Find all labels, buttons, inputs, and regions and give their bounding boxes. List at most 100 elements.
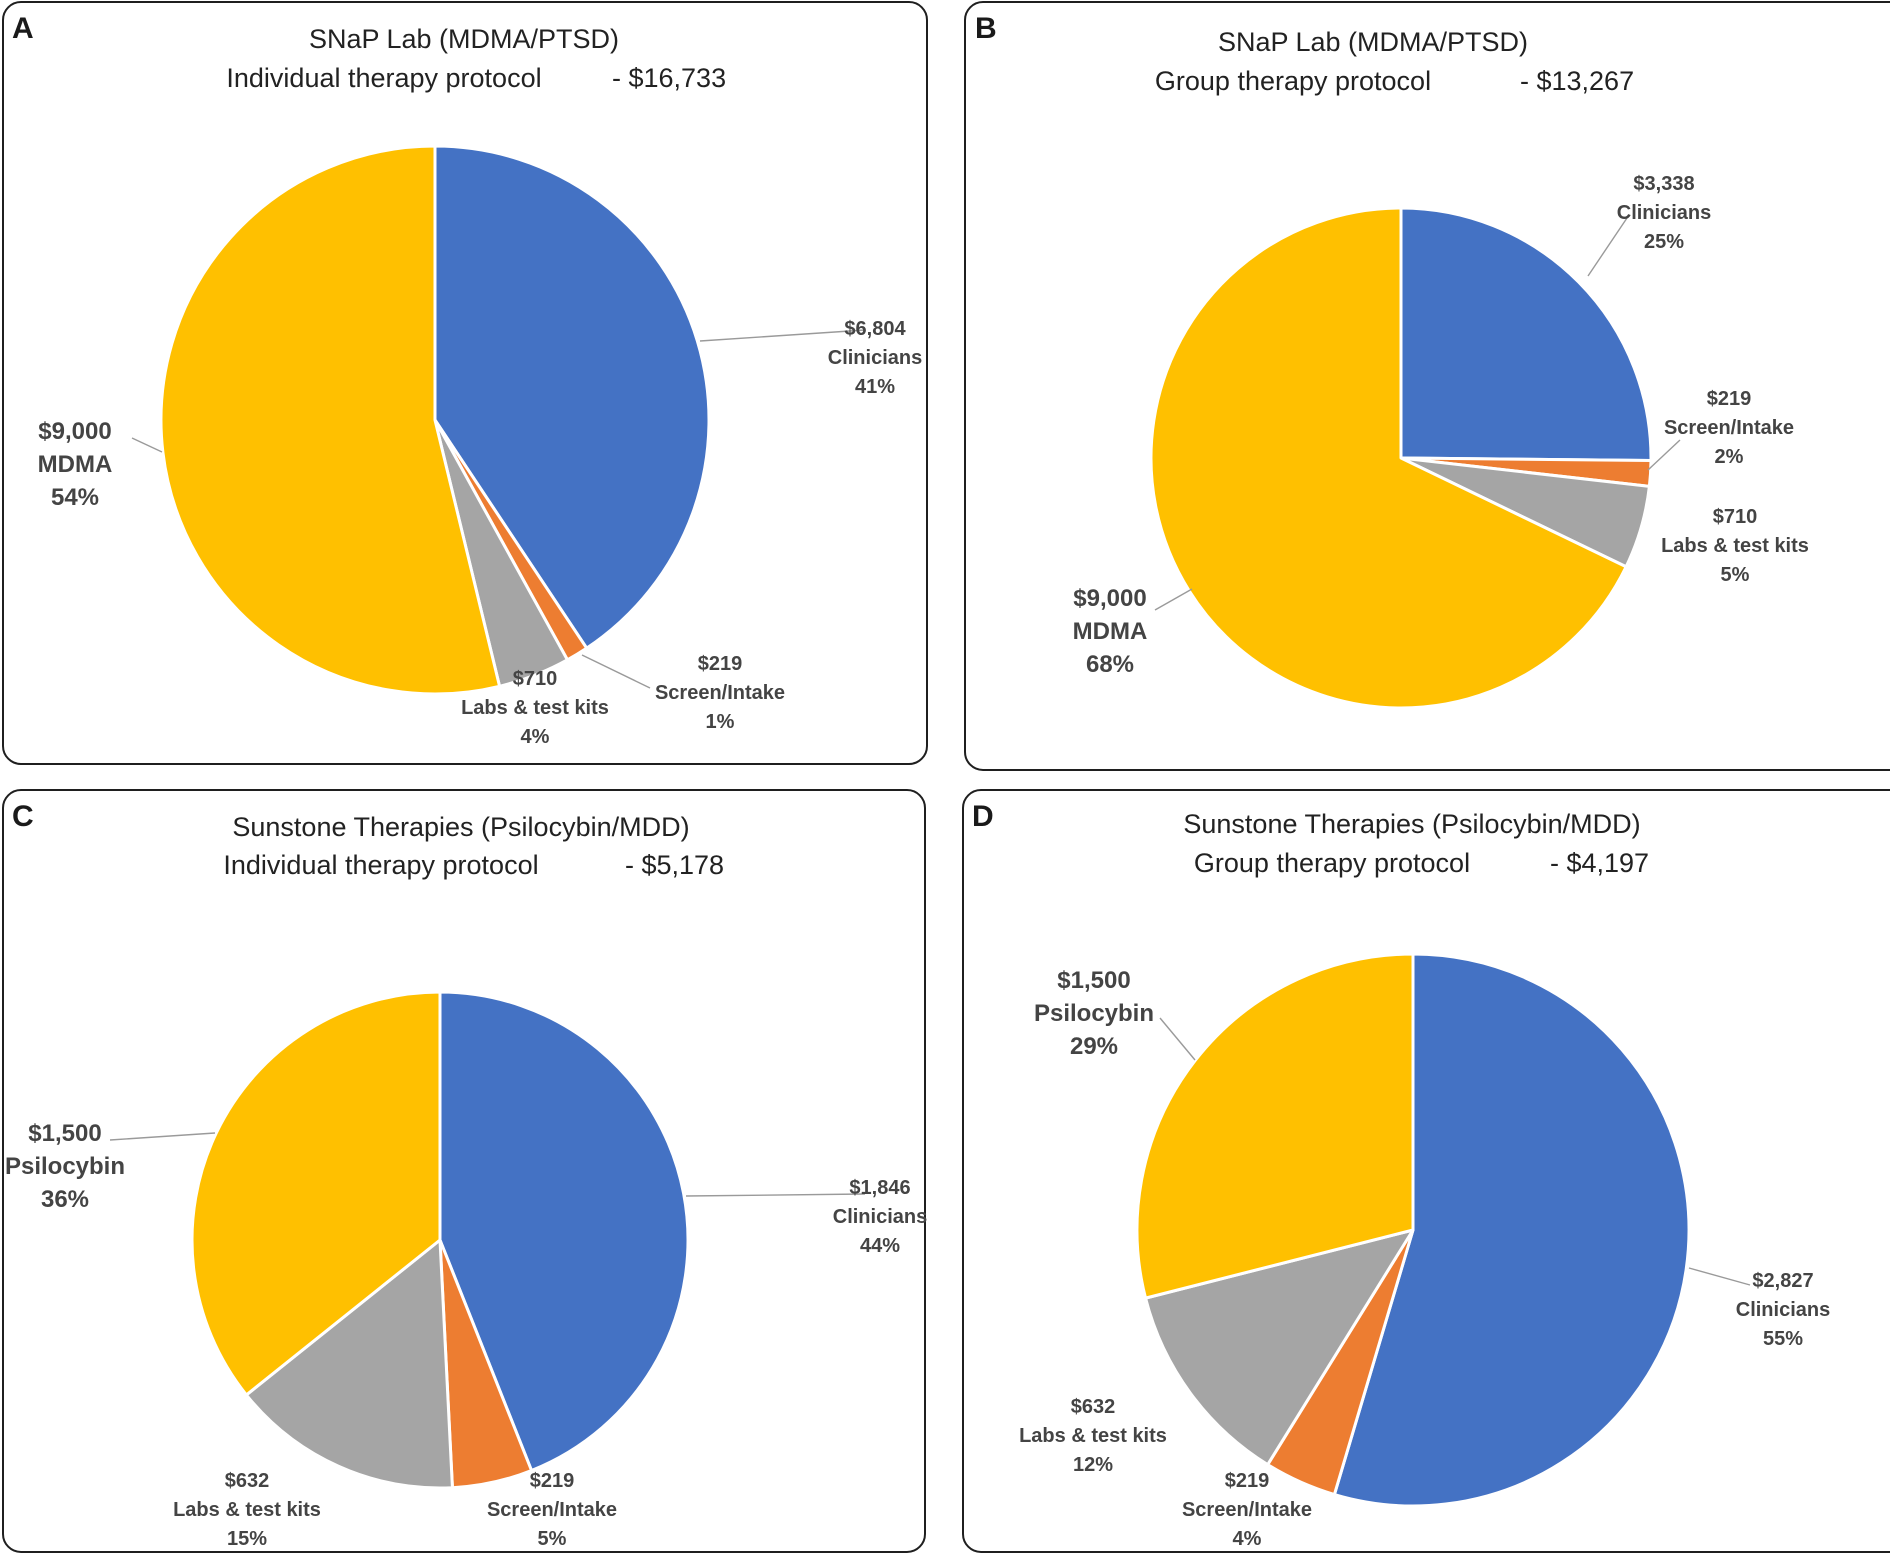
label-amount: $219 <box>530 1470 575 1492</box>
chart-title: SNaP Lab (MDMA/PTSD) <box>309 24 619 54</box>
panel-a: A SNaP Lab (MDMA/PTSD) Individual therapy … <box>2 1 928 765</box>
panel-letter: D <box>972 800 994 833</box>
chart-subtitle: Group therapy protocol <box>1194 848 1470 878</box>
data-label-clinicians: $6,804 Clinicians 41% <box>828 318 922 398</box>
panel-d: D Sunstone Therapies (Psilocybin/MDD) Grou… <box>962 789 1890 1553</box>
label-category: Labs & test kits <box>1019 1425 1167 1447</box>
leader-line-psilocybin <box>109 1132 216 1141</box>
pie-slice-clinicians <box>438 990 690 1472</box>
label-percent: 1% <box>706 711 735 733</box>
leader-line-clinicians <box>1688 1267 1751 1286</box>
leader-line-clinicians <box>1587 217 1628 277</box>
label-category: Screen/Intake <box>655 682 785 704</box>
label-category: MDMA <box>38 451 113 478</box>
data-label-mdma: $9,000 MDMA 68% <box>1073 585 1148 678</box>
data-label-screen-intake: $219 Screen/Intake 2% <box>1664 388 1794 468</box>
leader-line-clinicians <box>685 1193 866 1197</box>
data-label-clinicians: $2,827 Clinicians 55% <box>1736 1270 1830 1350</box>
label-percent: 55% <box>1763 1328 1803 1350</box>
label-amount: $1,846 <box>849 1177 910 1199</box>
pie-slice-clinicians <box>1332 952 1691 1508</box>
data-label-labs-test-kits: $710 Labs & test kits 4% <box>461 668 609 748</box>
panel-b: B SNaP Lab (MDMA/PTSD) Group therapy proto… <box>964 1 1890 771</box>
label-percent: 54% <box>51 484 99 511</box>
label-amount: $632 <box>1071 1396 1116 1418</box>
label-amount: $710 <box>513 668 558 690</box>
label-percent: 36% <box>41 1186 89 1213</box>
label-category: Screen/Intake <box>1664 417 1794 439</box>
label-percent: 68% <box>1086 651 1134 678</box>
label-category: Psilocybin <box>5 1153 125 1180</box>
label-percent: 15% <box>227 1528 267 1550</box>
label-amount: $3,338 <box>1633 173 1694 195</box>
panel-letter: C <box>12 800 34 833</box>
pie <box>190 990 690 1490</box>
pie <box>1149 206 1653 710</box>
label-percent: 5% <box>538 1528 567 1550</box>
pie-slice-psilocybin <box>1135 952 1415 1300</box>
chart-total-cost: - $16,733 <box>612 63 726 93</box>
label-amount: $219 <box>1225 1470 1270 1492</box>
pie-slice-labs-test-kits <box>1144 1228 1415 1467</box>
chart-subtitle: Individual therapy protocol <box>226 63 541 93</box>
data-label-labs-test-kits: $632 Labs & test kits 15% <box>173 1470 321 1550</box>
data-label-clinicians: $3,338 Clinicians 25% <box>1617 173 1711 253</box>
label-category: Clinicians <box>833 1206 927 1228</box>
data-label-psilocybin: $1,500 Psilocybin 36% <box>5 1120 125 1213</box>
label-category: Labs & test kits <box>461 697 609 719</box>
label-category: Clinicians <box>1736 1299 1830 1321</box>
label-percent: 25% <box>1644 231 1684 253</box>
label-category: Labs & test kits <box>173 1499 321 1521</box>
pie <box>1135 952 1691 1508</box>
label-percent: 41% <box>855 376 895 398</box>
chart-total-cost: - $13,267 <box>1520 66 1634 96</box>
label-amount: $1,500 <box>1057 967 1130 994</box>
label-category: Psilocybin <box>1034 1000 1154 1027</box>
label-category: Screen/Intake <box>1182 1499 1312 1521</box>
label-amount: $710 <box>1713 506 1758 528</box>
label-amount: $9,000 <box>38 418 111 445</box>
chart-title: Sunstone Therapies (Psilocybin/MDD) <box>232 812 689 842</box>
label-category: MDMA <box>1073 618 1148 645</box>
chart-subtitle: Individual therapy protocol <box>223 850 538 880</box>
label-amount: $2,827 <box>1752 1270 1813 1292</box>
label-percent: 12% <box>1073 1454 1113 1476</box>
chart-title: Sunstone Therapies (Psilocybin/MDD) <box>1183 809 1640 839</box>
label-amount: $1,500 <box>28 1120 101 1147</box>
label-percent: 2% <box>1715 446 1744 468</box>
panel-letter: A <box>12 12 34 45</box>
data-label-clinicians: $1,846 Clinicians 44% <box>833 1177 927 1257</box>
label-category: Clinicians <box>828 347 922 369</box>
label-category: Clinicians <box>1617 202 1711 224</box>
pie-slice-mdma <box>159 144 502 696</box>
leader-line-psilocybin <box>1159 1017 1196 1061</box>
label-percent: 4% <box>1233 1528 1262 1550</box>
leader-line-mdma <box>131 437 163 453</box>
data-label-screen-intake: $219 Screen/Intake 5% <box>487 1470 617 1550</box>
leader-line-screen-intake <box>581 654 651 689</box>
pie-slice-labs-test-kits <box>244 1238 454 1490</box>
panel-letter: B <box>975 12 997 45</box>
label-amount: $219 <box>1707 388 1752 410</box>
label-percent: 29% <box>1070 1033 1118 1060</box>
pie-slice-psilocybin <box>190 990 442 1397</box>
label-category: Screen/Intake <box>487 1499 617 1521</box>
label-amount: $219 <box>698 653 743 675</box>
pie-slice-clinicians <box>1399 206 1653 463</box>
label-percent: 44% <box>860 1235 900 1257</box>
label-percent: 4% <box>521 726 550 748</box>
data-label-screen-intake: $219 Screen/Intake 4% <box>1182 1470 1312 1550</box>
leader-line-clinicians <box>699 329 866 342</box>
leader-line-screen-intake <box>1647 439 1681 471</box>
leader-line-mdma <box>1154 588 1193 611</box>
pie <box>159 144 711 696</box>
data-label-labs-test-kits: $632 Labs & test kits 12% <box>1019 1396 1167 1476</box>
label-amount: $632 <box>225 1470 270 1492</box>
data-label-psilocybin: $1,500 Psilocybin 29% <box>1034 967 1154 1060</box>
chart-title: SNaP Lab (MDMA/PTSD) <box>1218 27 1528 57</box>
chart-subtitle: Group therapy protocol <box>1155 66 1431 96</box>
label-amount: $9,000 <box>1073 585 1146 612</box>
data-label-labs-test-kits: $710 Labs & test kits 5% <box>1661 506 1809 586</box>
label-category: Labs & test kits <box>1661 535 1809 557</box>
chart-total-cost: - $5,178 <box>625 850 724 880</box>
